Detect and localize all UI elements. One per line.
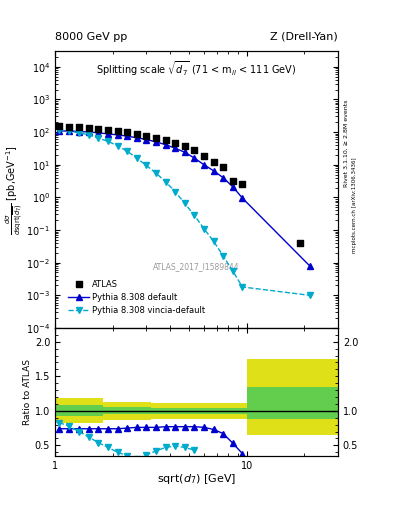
Legend: ATLAS, Pythia 8.308 default, Pythia 8.308 vincia-default: ATLAS, Pythia 8.308 default, Pythia 8.30… [65, 276, 209, 318]
Pythia 8.308 default [240, 195, 245, 201]
Pythia 8.308 vincia-default [125, 148, 130, 154]
Pythia 8.308 default [202, 162, 206, 168]
Pythia 8.308 default [96, 130, 101, 136]
ATLAS [220, 163, 226, 171]
Y-axis label: $\frac{d\sigma}{d\mathrm{sqrt}(\overline{d_7})}$ [pb,GeV$^{-1}$]: $\frac{d\sigma}{d\mathrm{sqrt}(\overline… [3, 144, 25, 234]
Pythia 8.308 default [134, 135, 139, 141]
Pythia 8.308 default [106, 131, 110, 137]
ATLAS [172, 139, 178, 147]
Line: Pythia 8.308 vincia-default: Pythia 8.308 vincia-default [56, 127, 312, 298]
Pythia 8.308 default [66, 128, 71, 134]
Pythia 8.308 default [125, 133, 130, 139]
Pythia 8.308 default [231, 184, 235, 190]
Pythia 8.308 default [144, 137, 149, 143]
Pythia 8.308 vincia-default [134, 155, 139, 161]
Pythia 8.308 default [76, 129, 81, 135]
X-axis label: sqrt($d_7$) [GeV]: sqrt($d_7$) [GeV] [157, 472, 236, 486]
Text: Rivet 3.1.10, ≥ 2.8M events: Rivet 3.1.10, ≥ 2.8M events [344, 100, 349, 187]
Pythia 8.308 vincia-default [182, 200, 187, 206]
Pythia 8.308 default [221, 175, 226, 181]
ATLAS [95, 124, 101, 133]
ATLAS [162, 136, 169, 144]
Text: Splitting scale $\sqrt{d_7}$ (71 < m$_{ll}$ < 111 GeV): Splitting scale $\sqrt{d_7}$ (71 < m$_{l… [96, 59, 297, 78]
Pythia 8.308 vincia-default [307, 292, 312, 298]
Pythia 8.308 vincia-default [106, 138, 110, 144]
ATLAS [201, 152, 207, 160]
Pythia 8.308 vincia-default [240, 284, 245, 290]
Text: 8000 GeV pp: 8000 GeV pp [55, 32, 127, 42]
ATLAS [105, 125, 111, 134]
Pythia 8.308 vincia-default [66, 128, 71, 134]
ATLAS [191, 146, 198, 154]
Pythia 8.308 vincia-default [231, 268, 235, 274]
Pythia 8.308 vincia-default [144, 162, 149, 168]
Pythia 8.308 vincia-default [211, 238, 216, 244]
ATLAS [114, 127, 121, 135]
ATLAS [124, 128, 130, 136]
Pythia 8.308 default [154, 139, 158, 145]
ATLAS [297, 239, 303, 247]
Text: mcplots.cern.ch [arXiv:1306.3436]: mcplots.cern.ch [arXiv:1306.3436] [352, 157, 357, 252]
Pythia 8.308 vincia-default [221, 253, 226, 259]
ATLAS [182, 142, 188, 150]
Pythia 8.308 default [307, 263, 312, 269]
Pythia 8.308 vincia-default [86, 132, 91, 138]
Text: ATLAS_2017_I1589844: ATLAS_2017_I1589844 [153, 263, 240, 271]
Text: Z (Drell-Yan): Z (Drell-Yan) [270, 32, 338, 42]
Pythia 8.308 default [211, 168, 216, 174]
ATLAS [86, 124, 92, 132]
ATLAS [143, 132, 150, 140]
Pythia 8.308 vincia-default [173, 188, 178, 195]
ATLAS [134, 130, 140, 138]
Y-axis label: Ratio to ATLAS: Ratio to ATLAS [23, 359, 32, 425]
Pythia 8.308 default [86, 129, 91, 135]
Pythia 8.308 vincia-default [163, 179, 168, 185]
Pythia 8.308 vincia-default [192, 212, 197, 219]
ATLAS [75, 123, 82, 132]
Pythia 8.308 vincia-default [202, 226, 206, 232]
Pythia 8.308 default [115, 132, 120, 138]
ATLAS [230, 177, 236, 185]
ATLAS [56, 122, 62, 131]
Pythia 8.308 default [163, 142, 168, 148]
Pythia 8.308 default [192, 155, 197, 161]
Pythia 8.308 default [57, 128, 61, 134]
Pythia 8.308 vincia-default [76, 130, 81, 136]
Pythia 8.308 vincia-default [57, 126, 61, 133]
Pythia 8.308 vincia-default [154, 170, 158, 176]
Pythia 8.308 vincia-default [96, 135, 101, 141]
ATLAS [153, 134, 159, 142]
Line: Pythia 8.308 default: Pythia 8.308 default [56, 128, 312, 269]
ATLAS [66, 123, 72, 131]
ATLAS [239, 180, 246, 188]
Pythia 8.308 default [173, 145, 178, 152]
Pythia 8.308 default [182, 149, 187, 155]
Pythia 8.308 vincia-default [115, 143, 120, 149]
ATLAS [211, 158, 217, 166]
